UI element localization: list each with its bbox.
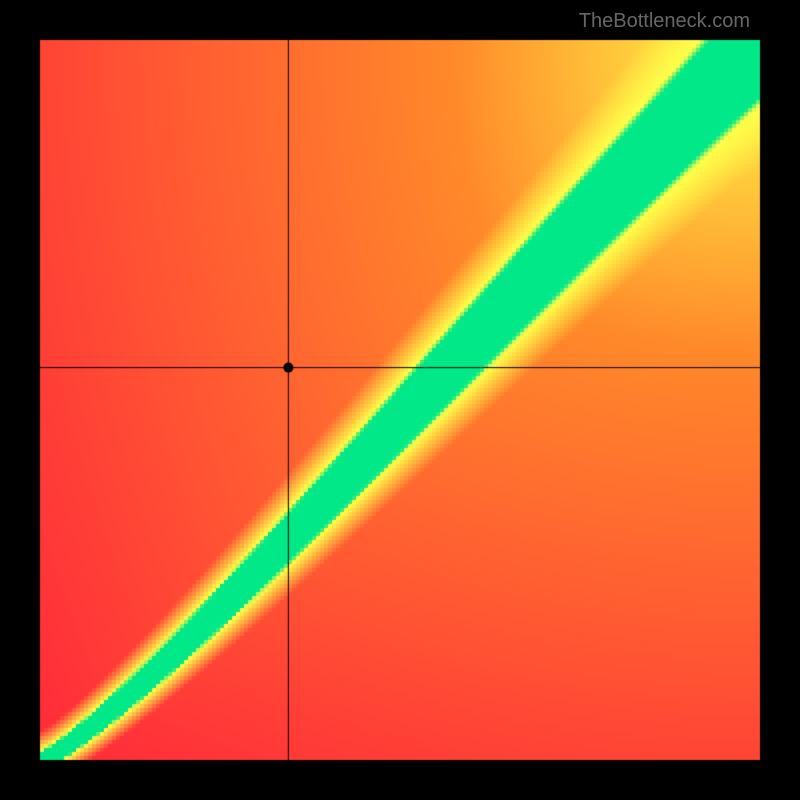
chart-container: TheBottleneck.com xyxy=(0,0,800,800)
attribution-text: TheBottleneck.com xyxy=(579,10,750,33)
bottleneck-heatmap xyxy=(0,0,800,800)
